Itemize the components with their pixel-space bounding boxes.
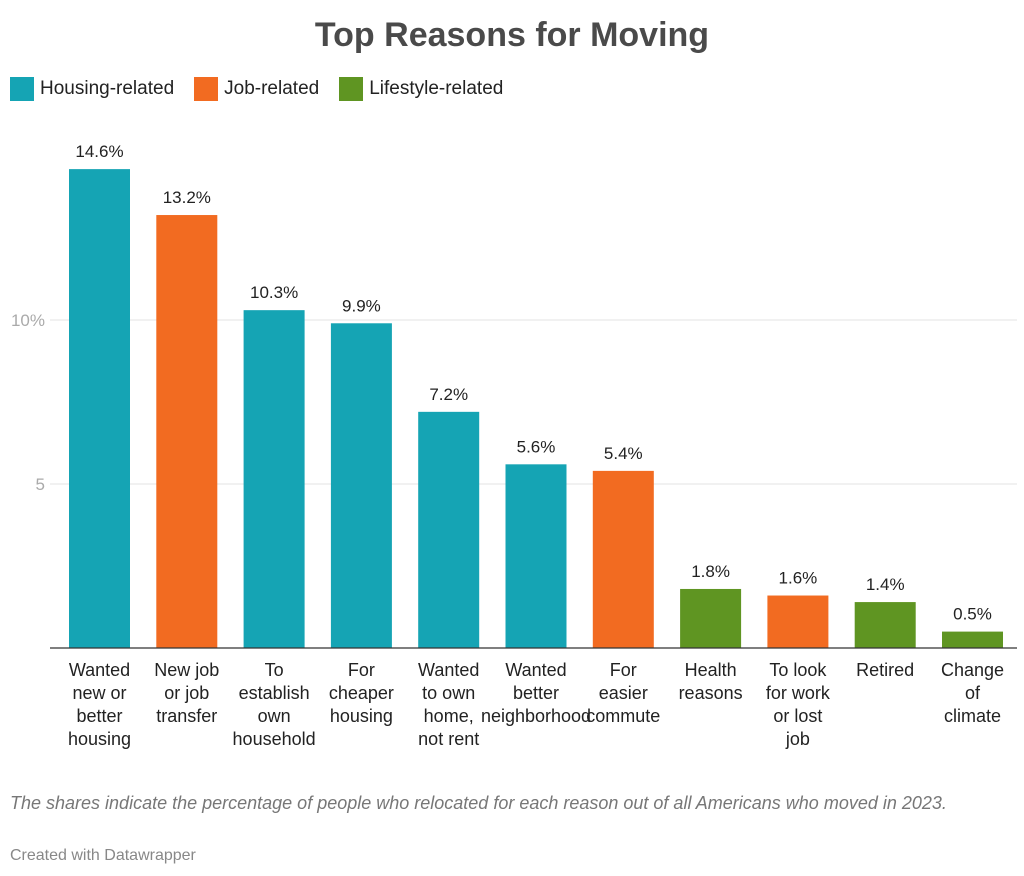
legend: Housing-related Job-related Lifestyle-re…: [10, 77, 503, 101]
data-label: 0.5%: [953, 605, 992, 624]
x-tick-label: New job or job transfer: [154, 660, 219, 726]
bar: [680, 588, 742, 648]
y-tick-label: 5: [36, 475, 45, 494]
legend-swatch: [194, 77, 219, 101]
chart-title: Top Reasons for Moving: [314, 16, 710, 54]
data-label: 10.3%: [250, 283, 298, 302]
data-label: 7.2%: [429, 385, 468, 404]
legend-item-housing: Housing-related: [10, 77, 174, 101]
chart-note: The shares indicate the percentage of pe…: [10, 793, 947, 813]
legend-item-job: Job-related: [194, 77, 319, 101]
x-tick-label: For easier commute: [586, 660, 660, 726]
bar: [243, 310, 305, 648]
bar: [505, 464, 567, 648]
x-tick-label: Wanted better neighborhood: [481, 660, 591, 726]
bar: [69, 169, 130, 648]
bar: [156, 215, 218, 649]
data-label: 1.4%: [866, 575, 905, 594]
bar: [330, 323, 392, 648]
data-label: 1.6%: [779, 569, 818, 588]
x-tick-label: Wanted new or better housing: [68, 660, 131, 749]
data-label: 5.4%: [604, 444, 643, 463]
legend-swatch: [339, 77, 364, 101]
legend-label: Lifestyle-related: [369, 78, 504, 99]
bar: [592, 470, 654, 648]
x-tick-label: Change of climate: [941, 660, 1004, 726]
bar: [942, 631, 1003, 648]
bar: [767, 595, 829, 648]
legend-label: Job-related: [224, 78, 320, 99]
legend-item-lifestyle: Lifestyle-related: [339, 77, 503, 101]
x-tick-label: Retired: [856, 660, 914, 680]
bar: [418, 411, 480, 648]
x-tick-label: For cheaper housing: [329, 660, 394, 726]
legend-label: Housing-related: [40, 78, 175, 99]
data-label: 1.8%: [691, 562, 730, 581]
x-tick-label: Wanted to own home, not rent: [418, 660, 479, 749]
credit: Created with Datawrapper: [10, 847, 196, 864]
data-label: 14.6%: [75, 142, 123, 161]
legend-swatch: [10, 77, 34, 101]
x-tick-label: To look for work or lost job: [766, 660, 831, 749]
data-label: 9.9%: [342, 296, 381, 315]
x-tick-label: To establish own household: [233, 660, 316, 749]
bar: [854, 602, 916, 648]
data-label: 5.6%: [517, 437, 556, 456]
data-label: 13.2%: [163, 188, 211, 207]
x-tick-label: Health reasons: [679, 660, 743, 703]
y-tick-label: 10%: [11, 311, 45, 330]
